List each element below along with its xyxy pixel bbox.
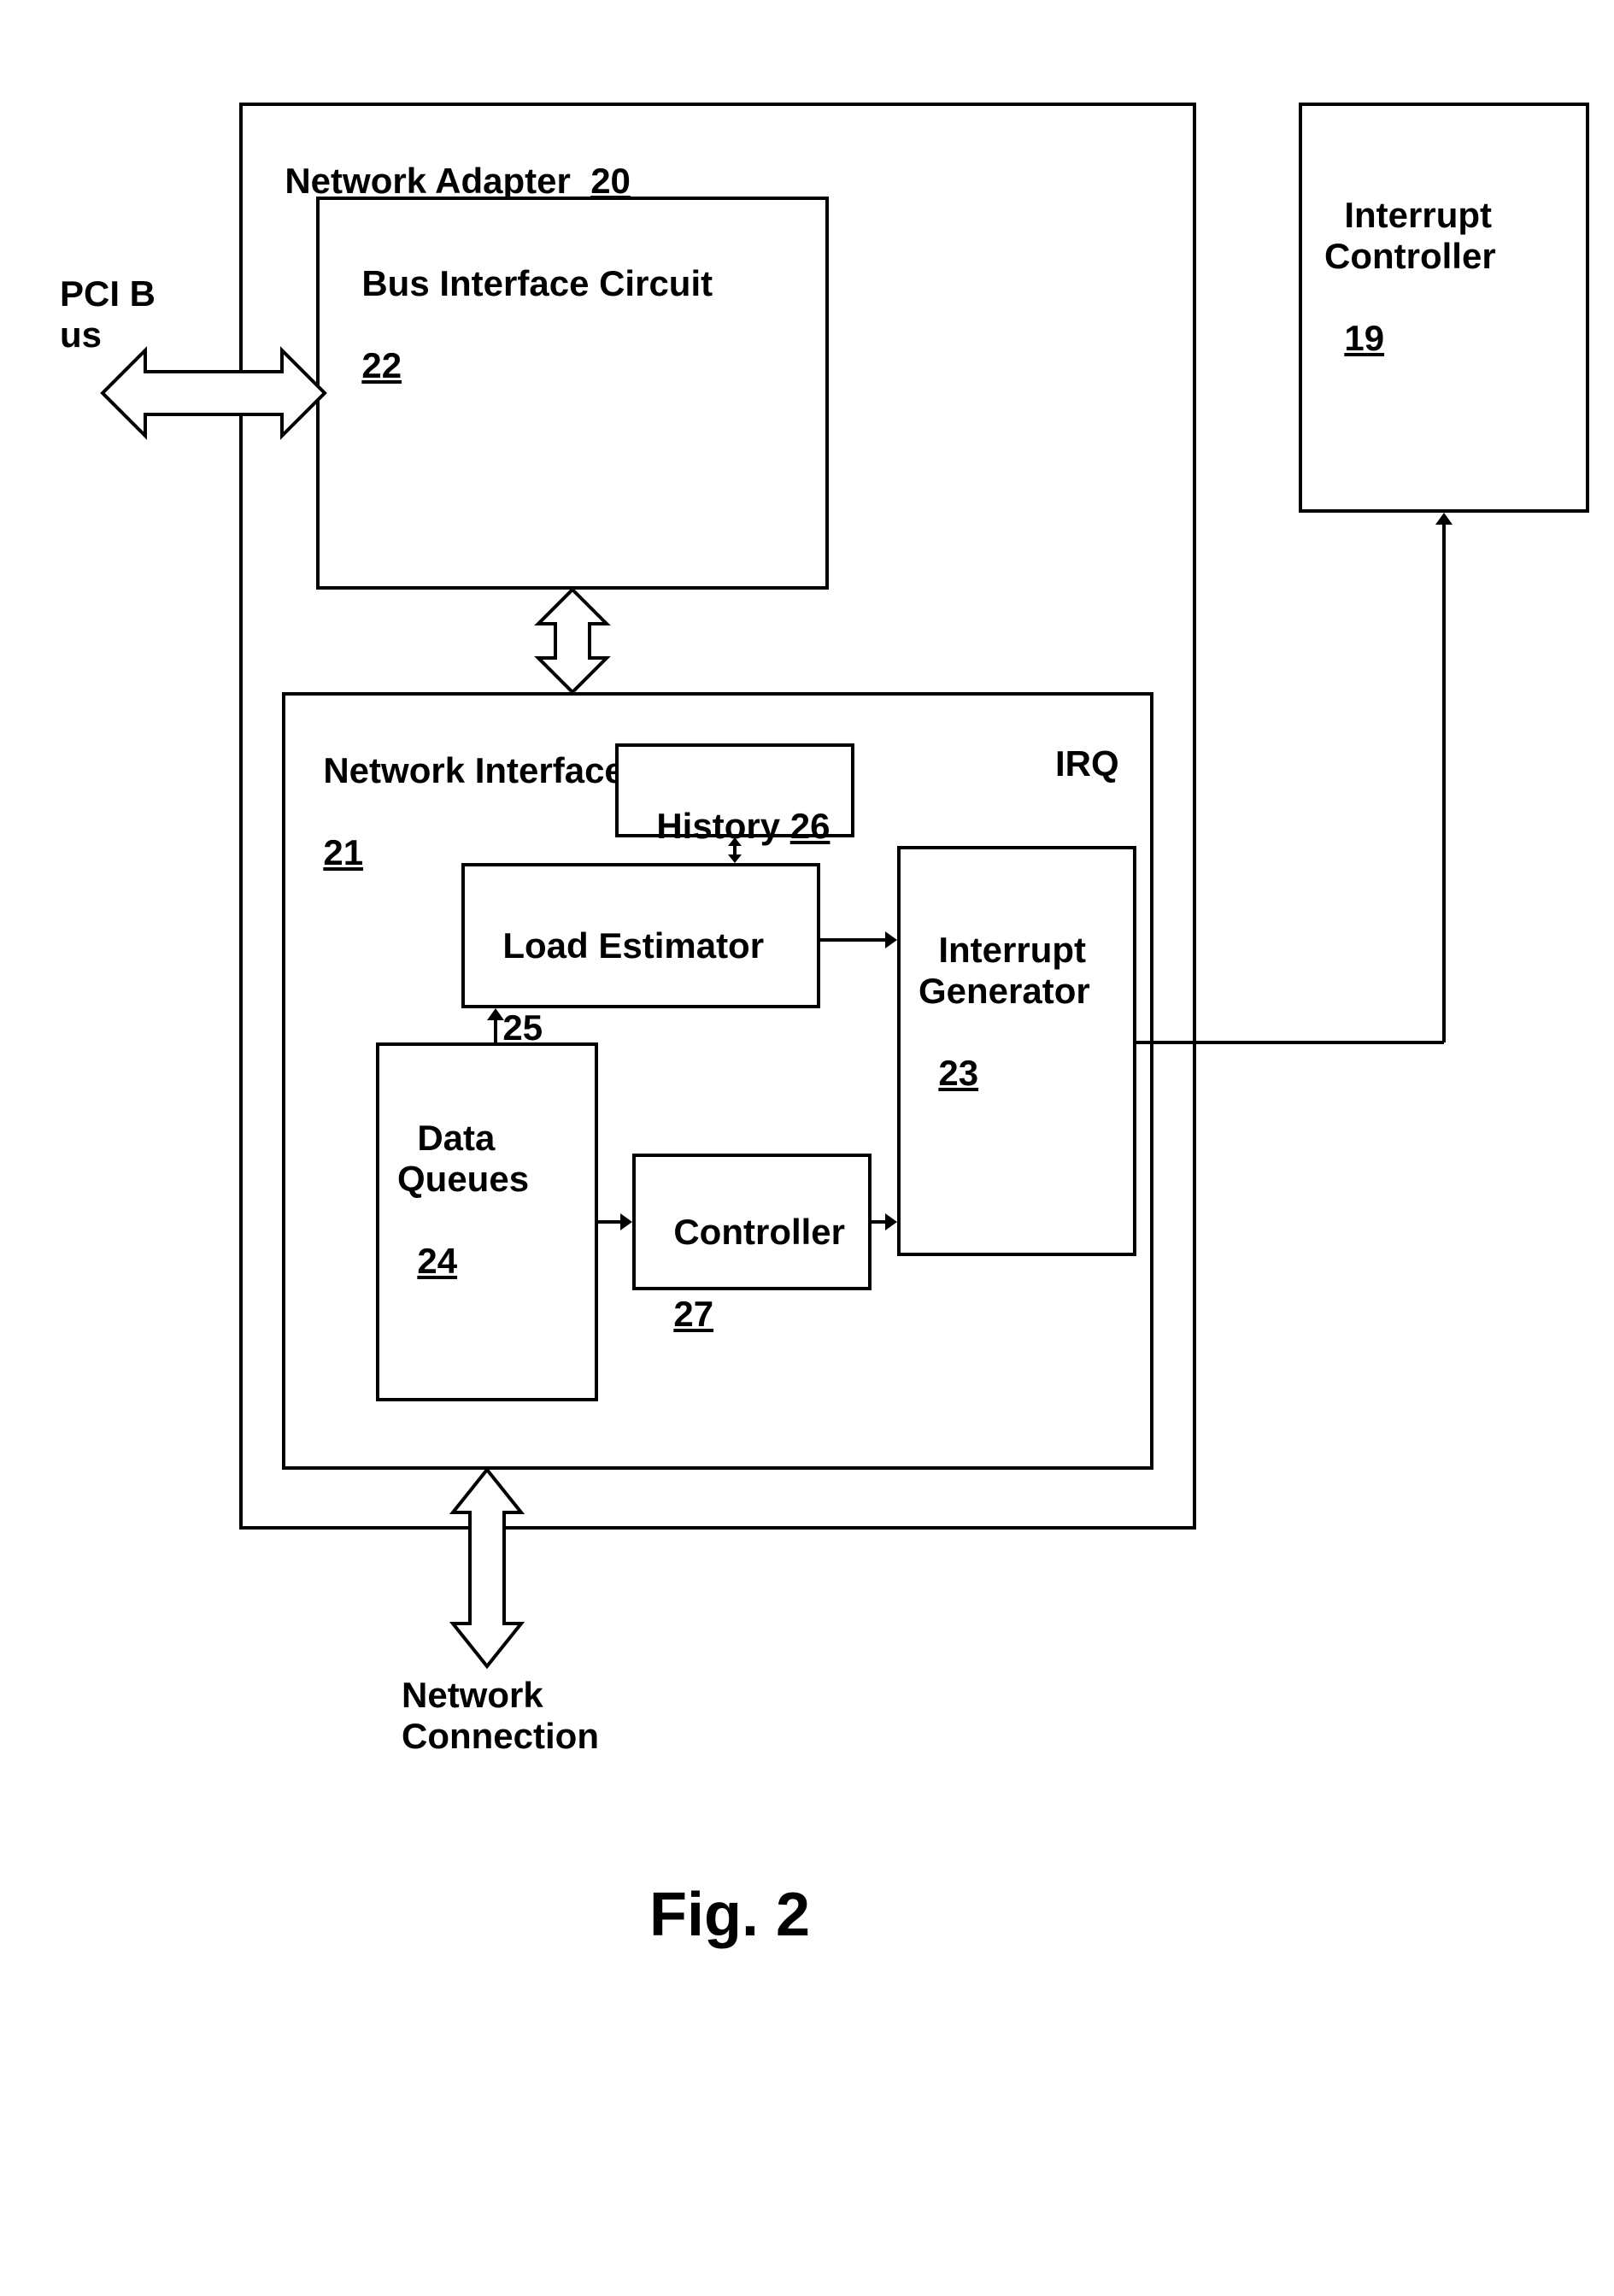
pci-bus-arrow	[103, 342, 325, 444]
history-ref: 26	[790, 806, 830, 846]
controller-label: Controller 27	[654, 1171, 845, 1335]
load-history-arrow	[718, 837, 752, 863]
interrupt-generator-text: Interrupt Generator	[919, 930, 1090, 1011]
interrupt-controller-ref: 19	[1344, 318, 1384, 358]
controller-to-generator-arrow	[872, 1205, 897, 1239]
estimator-to-generator-arrow	[820, 923, 897, 957]
bus-to-network-arrow	[530, 590, 615, 692]
network-connection-arrow	[444, 1470, 530, 1666]
figure-label: Fig. 2	[649, 1880, 810, 1950]
bus-interface-text: Bus Interface Circuit	[361, 263, 713, 303]
data-queues-ref: 24	[417, 1241, 457, 1281]
network-adapter-text: Network Adapter	[285, 161, 571, 201]
load-estimator-label: Load Estimator 25	[483, 884, 764, 1048]
bus-interface-ref: 22	[361, 345, 402, 385]
interrupt-controller-label: Interrupt Controller 19	[1324, 154, 1496, 359]
irq-label: IRQ	[1055, 743, 1119, 784]
network-adapter-ref: 20	[590, 161, 631, 201]
interrupt-generator-label: Interrupt Generator 23	[919, 889, 1090, 1094]
network-connection-label: Network Connection	[402, 1675, 599, 1757]
controller-ref: 27	[673, 1294, 713, 1334]
interrupt-controller-text: Interrupt Controller	[1324, 195, 1496, 276]
network-adapter-label: Network Adapter 20	[265, 120, 631, 202]
network-interface-ref: 21	[323, 832, 363, 872]
data-queues-label: Data Queues 24	[397, 1077, 529, 1282]
interrupt-generator-ref: 23	[938, 1053, 978, 1093]
controller-text: Controller	[673, 1212, 845, 1252]
queues-to-controller-arrow	[598, 1205, 632, 1239]
history-label: History 26	[637, 765, 830, 847]
data-queues-text: Data Queues	[397, 1118, 529, 1199]
load-estimator-text: Load Estimator	[502, 925, 764, 966]
bus-interface-label: Bus Interface Circuit 22	[342, 222, 713, 386]
queues-to-estimator-arrow	[478, 1008, 513, 1042]
irq-arrow	[1136, 513, 1478, 1060]
